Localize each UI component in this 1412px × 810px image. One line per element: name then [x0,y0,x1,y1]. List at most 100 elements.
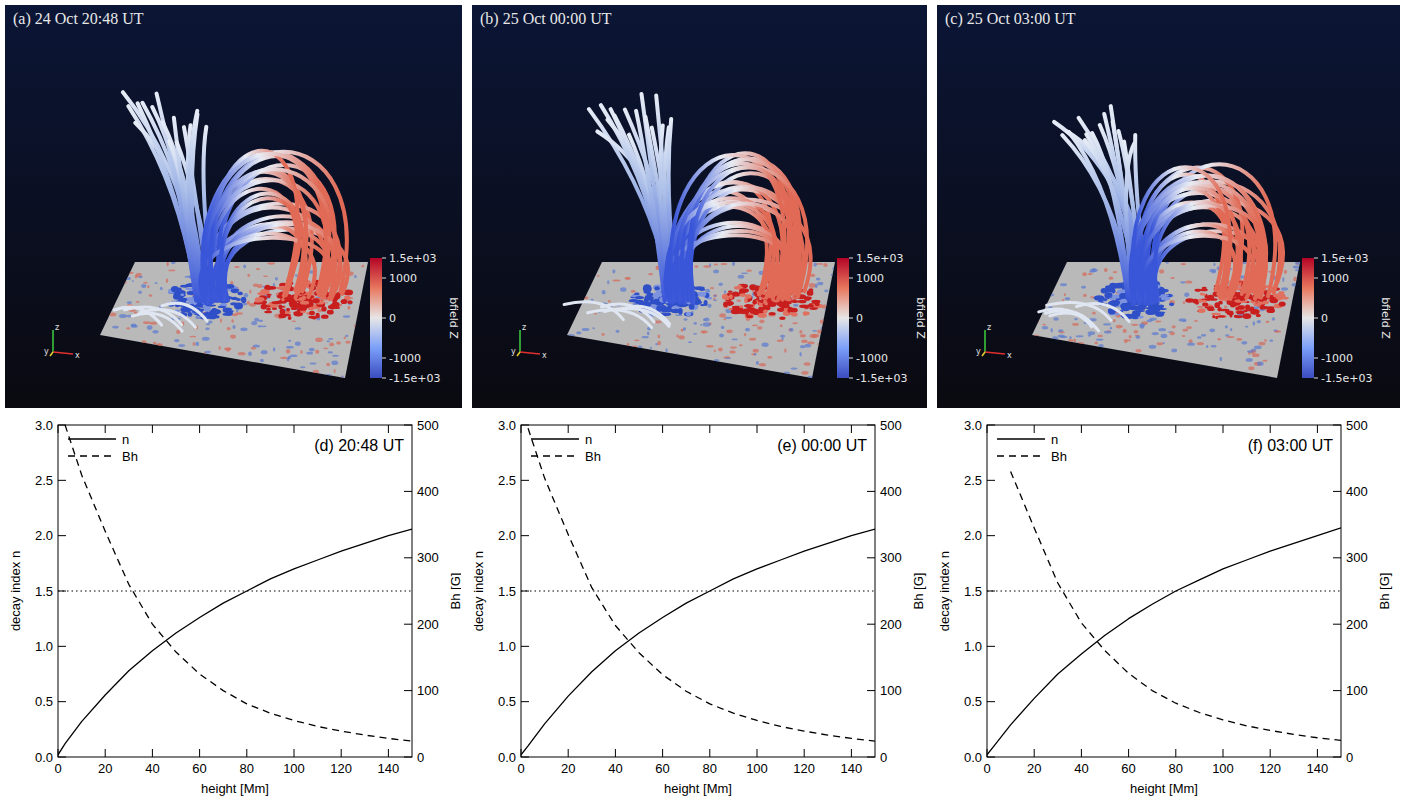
patch [663,360,667,363]
patch [1166,261,1169,264]
patch [1066,373,1073,377]
patch [1059,268,1064,270]
y-tick-label: 2.5 [35,473,53,488]
patch [1062,373,1065,377]
patch [678,335,684,339]
axis-triad-label: y [511,347,516,356]
patch [1246,358,1253,362]
patch [799,330,802,334]
patch [1051,328,1053,333]
panel-background [5,5,462,408]
patch [127,301,132,304]
patch [166,262,168,266]
patch [1045,277,1051,282]
patch [1167,364,1170,368]
patch [341,375,344,377]
axis-triad-label: y [976,347,981,356]
patch [1200,300,1207,303]
patch [736,299,741,302]
field-line [140,310,196,328]
patch [147,325,153,330]
patch [273,283,275,287]
patch [1220,357,1223,361]
patch [332,355,339,357]
colorbar-tick-label: 0 [856,312,863,325]
patch [121,374,124,377]
patch [694,286,705,290]
patch [700,304,705,306]
patch [644,290,651,294]
colorbar-tick-label: -1.5e+03 [1321,372,1372,385]
patch [1051,376,1054,379]
patch [300,350,303,354]
patch [1123,329,1127,333]
patch [208,321,213,324]
patch [234,303,243,310]
patch [176,356,180,360]
chart-background [0,412,468,810]
patch [724,317,732,319]
patch [286,346,294,348]
patch [300,366,305,368]
patch [1224,306,1228,309]
patch [1087,368,1091,372]
patch [1195,301,1199,304]
patch [1262,360,1267,362]
patch [821,334,824,337]
patch [719,313,726,317]
y-tick [58,646,66,647]
patch [189,336,196,338]
patch [729,308,733,310]
patch [247,301,250,305]
patch [602,290,606,295]
patch [280,357,287,359]
patch [739,288,749,293]
patch [759,319,764,323]
x-tick [152,425,153,433]
patch [1094,295,1105,301]
colorbar-tick-label: 0 [1321,312,1328,325]
patch [655,356,663,360]
x-tick-label: 140 [378,761,400,776]
patch [328,351,333,353]
patch [292,320,296,322]
colorbar-tick [1314,258,1318,259]
patch [238,352,246,355]
patch [745,311,748,316]
patch [278,294,281,298]
patch [650,347,652,349]
patch [1101,288,1107,293]
patch [284,314,291,316]
patch [1198,370,1201,375]
patch [251,321,257,325]
patch [202,337,210,341]
patch [1207,295,1214,300]
x-tick [152,749,153,757]
patch [1054,371,1059,373]
patch [347,300,352,304]
patch [1108,290,1114,292]
patch [288,356,291,359]
patch [662,372,665,375]
patch [149,294,152,297]
patch [752,324,758,326]
colorbar-tick [382,278,386,279]
patch [1201,334,1206,337]
patch [348,301,352,305]
patch [1230,303,1236,308]
patch [709,263,711,267]
patch [234,266,239,268]
patch [777,340,784,342]
patch [688,341,692,343]
patch [1110,327,1112,330]
patch [254,318,259,322]
patch [813,262,816,266]
patch [825,308,828,311]
reference-line [58,591,412,592]
patch [315,350,319,354]
patch [602,333,605,336]
patch [1094,342,1098,345]
patch [1220,309,1230,312]
colorbar-tick [849,258,853,259]
patch [707,304,711,308]
